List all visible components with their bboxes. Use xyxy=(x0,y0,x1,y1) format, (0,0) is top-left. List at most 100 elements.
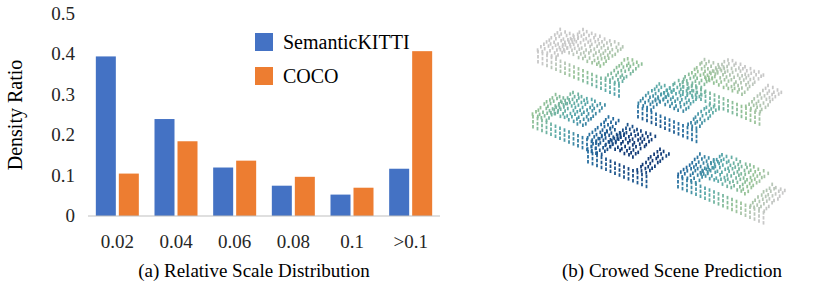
cloud-point xyxy=(676,86,678,90)
cloud-point xyxy=(614,161,616,165)
cloud-point xyxy=(745,214,747,218)
cloud-point xyxy=(604,125,606,129)
cloud-point xyxy=(554,51,556,55)
cloud-point xyxy=(565,43,567,47)
cloud-point xyxy=(705,62,707,66)
cloud-point xyxy=(641,62,643,66)
cloud-point xyxy=(731,78,733,82)
cloud-point xyxy=(592,115,594,119)
cloud-point xyxy=(629,128,631,132)
cloud-point xyxy=(590,117,592,121)
cloud-point xyxy=(723,60,725,64)
cloud-point xyxy=(596,159,598,163)
cloud-point xyxy=(750,186,752,190)
cloud-point xyxy=(673,130,675,134)
cloud-point xyxy=(573,132,575,136)
cloud-point xyxy=(705,174,707,178)
y-tick-label: 0.4 xyxy=(51,43,75,64)
cloud-point xyxy=(711,174,713,178)
cloud-point xyxy=(604,56,606,60)
cloud-point xyxy=(711,166,713,170)
cloud-point xyxy=(591,61,593,65)
cloud-point xyxy=(578,56,580,60)
cloud-point xyxy=(632,125,634,129)
cloud-point xyxy=(700,88,702,92)
cloud-point xyxy=(700,110,702,114)
cloud-point xyxy=(569,92,571,96)
cloud-point xyxy=(532,120,534,124)
cloud-point xyxy=(550,128,552,132)
cloud-point xyxy=(672,83,674,87)
cloud-point xyxy=(726,185,728,189)
cloud-point xyxy=(685,96,687,100)
cloud-point xyxy=(596,104,598,108)
cloud-point xyxy=(605,158,607,162)
cloud-point xyxy=(672,95,674,99)
cloud-point xyxy=(618,119,620,123)
cloud-point xyxy=(628,68,630,72)
cloud-point xyxy=(718,65,720,69)
cloud-point xyxy=(714,171,716,175)
cloud-point xyxy=(573,102,575,106)
cloud-point xyxy=(617,78,619,82)
cloud-point xyxy=(741,86,743,90)
cloud-point xyxy=(604,37,606,41)
bar xyxy=(331,195,351,216)
cloud-point xyxy=(706,159,708,163)
cloud-point xyxy=(747,87,749,91)
cloud-point xyxy=(584,55,586,59)
cloud-point xyxy=(593,135,595,139)
cloud-point xyxy=(555,106,557,110)
cloud-point xyxy=(740,81,742,85)
cloud-point xyxy=(701,79,703,83)
cloud-point xyxy=(587,71,589,75)
cloud-point xyxy=(599,109,601,113)
cloud-point xyxy=(749,78,751,82)
cloud-point xyxy=(582,146,584,150)
cloud-point xyxy=(571,49,573,53)
cloud-point xyxy=(744,173,746,177)
cloud-point xyxy=(615,141,617,145)
cloud-point xyxy=(623,170,625,174)
cloud-point xyxy=(646,175,648,179)
cloud-point xyxy=(710,169,712,173)
cloud-point xyxy=(638,102,640,106)
cloud-point xyxy=(696,130,698,134)
cloud-point xyxy=(746,178,748,182)
cloud-point xyxy=(564,71,566,75)
cloud-point xyxy=(608,140,610,144)
cloud-point xyxy=(622,129,624,133)
cloud-point xyxy=(707,166,709,170)
cloud-point xyxy=(710,161,712,165)
cloud-point xyxy=(568,130,570,134)
cloud-point xyxy=(573,53,575,57)
cloud-point xyxy=(698,160,700,164)
cloud-point xyxy=(564,30,566,34)
cloud-point xyxy=(650,103,652,107)
cloud-point xyxy=(544,47,546,51)
cloud-point xyxy=(687,136,689,140)
cloud-point xyxy=(691,84,693,88)
cloud-point xyxy=(576,99,578,103)
cloud-point xyxy=(646,114,648,118)
cloud-point xyxy=(617,146,619,150)
cloud-point xyxy=(774,95,776,99)
cloud-point xyxy=(612,142,614,146)
cloud-point xyxy=(583,118,585,122)
cloud-point xyxy=(699,95,701,99)
cloud-point xyxy=(602,128,604,132)
cloud-point xyxy=(687,126,689,129)
cloud-point xyxy=(642,107,644,111)
cloud-point xyxy=(596,75,598,79)
cloud-point xyxy=(709,193,711,197)
cloud-point xyxy=(636,128,638,132)
cloud-point xyxy=(699,124,701,128)
cloud-point xyxy=(570,112,572,116)
cloud-point xyxy=(573,35,575,39)
cloud-point xyxy=(591,109,593,113)
cloud-point xyxy=(591,83,593,87)
cloud-point xyxy=(618,138,620,142)
cloud-point xyxy=(733,171,735,175)
cloud-point xyxy=(635,145,637,149)
cloud-point xyxy=(593,36,595,40)
